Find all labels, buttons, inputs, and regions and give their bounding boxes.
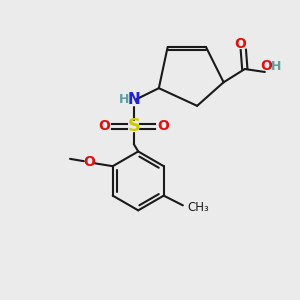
Text: S: S bbox=[127, 117, 140, 135]
Text: N: N bbox=[128, 92, 140, 106]
Text: O: O bbox=[83, 155, 95, 169]
Text: H: H bbox=[271, 60, 281, 73]
Text: O: O bbox=[157, 119, 169, 134]
Text: O: O bbox=[98, 119, 110, 134]
Text: O: O bbox=[260, 59, 272, 73]
Text: O: O bbox=[235, 37, 246, 51]
Text: CH₃: CH₃ bbox=[188, 201, 210, 214]
Text: H: H bbox=[119, 93, 129, 106]
